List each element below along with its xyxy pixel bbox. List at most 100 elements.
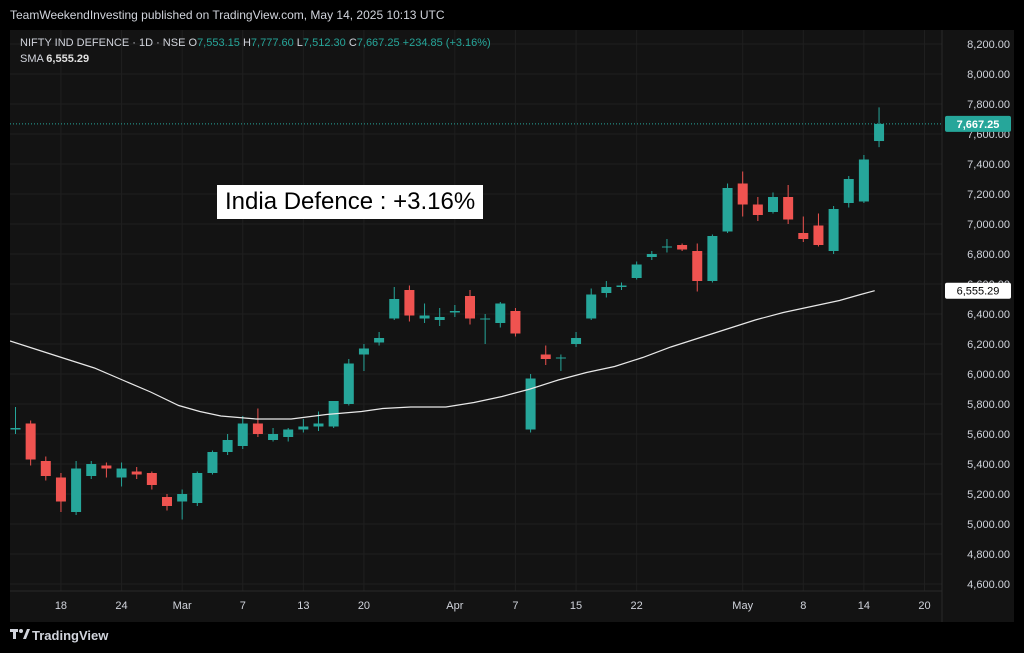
candle-body [677,245,688,250]
candle-up [358,344,369,371]
candle-down [737,171,748,217]
price-tick-label: 7,000.00 [967,219,1010,231]
candle-body [162,497,172,506]
candle-body [192,473,203,503]
candle-up [495,302,506,328]
candle-body [237,423,248,446]
low-label: L [296,37,303,49]
candlestick-chart[interactable]: 8,200.00 8,000.00 7,800.00 7,600.00 7,400.00… [10,30,1014,622]
candle-body [207,452,218,473]
candle-up [343,359,354,406]
candle-body [586,294,597,319]
candle-down [40,456,51,481]
candle-body [858,159,869,202]
time-tick-label: 22 [631,600,643,612]
candle-body [268,434,279,440]
candle-down [465,290,475,325]
candle-body [465,296,475,319]
candle-up [828,206,839,254]
price-tick-label: 5,000.00 [967,519,1010,531]
last-price-tag [945,115,1011,132]
price-tick-label: 5,200.00 [967,489,1010,501]
time-tick-label: Mar [173,600,192,612]
candle-down [752,197,763,221]
candle-body [631,264,642,278]
low-value: 7,512.30 [302,37,346,49]
candle-up [192,471,203,506]
candle-up [646,251,657,260]
time-tick-label: 15 [570,600,582,612]
candle-down [131,467,142,479]
candle-up [601,281,612,298]
candle-body [571,338,582,344]
candle-body [783,197,794,220]
candle-body [707,236,718,281]
candle-up [661,239,672,253]
chart-panel[interactable]: 8,200.00 8,000.00 7,800.00 7,600.00 7,400.00… [10,30,1014,622]
candle-down [540,345,551,365]
candle-body [86,464,97,476]
candle-body [343,363,354,404]
tradingview-brand: TradingView [32,628,109,643]
time-tick-label: May [732,600,753,612]
candle-body [510,311,521,334]
candle-body [10,428,21,430]
candle-body [283,429,294,437]
candle-up [434,308,445,326]
candle-down [692,243,703,292]
candle-up [10,407,21,434]
candle-down [404,285,415,322]
price-tick-label: 5,800.00 [967,399,1010,411]
sma-value: 6,555.29 [46,53,90,65]
candle-body [404,290,415,316]
candle-body [616,285,627,287]
candle-down [146,471,157,490]
candle-body [874,123,885,142]
last-price-label: 7,667.25 [957,119,1000,131]
candle-up [116,462,127,487]
tradingview-logo[interactable]: TradingView [10,626,108,646]
candle-body [752,204,763,215]
candle-up [843,176,854,208]
candle-body [313,423,324,427]
candle-up [177,489,188,520]
candle-down [25,420,36,466]
price-tick-label: 6,000.00 [967,369,1010,381]
candle-down [813,213,824,247]
ohlc-legend: NIFTY IND DEFENCE · 1D · NSE O7,553.15 H… [20,36,491,51]
candle-down [101,462,112,478]
candle-up [298,419,309,433]
candle-body [101,465,112,469]
high-label: H [242,37,251,49]
candle-up [207,450,218,475]
candle-body [389,299,400,319]
time-tick-label: 13 [297,600,309,612]
candle-body [692,251,703,281]
sma-line [10,290,875,420]
candle-body [40,461,51,476]
open-label: O [188,37,198,49]
candle-body [146,473,157,485]
candle-up [525,374,536,433]
candle-up [707,234,718,283]
candle-up [631,261,642,280]
price-tick-label: 6,200.00 [967,339,1010,351]
candle-up [268,428,279,442]
time-tick-label: 18 [55,600,67,612]
sma-legend: SMA 6,555.29 [20,52,89,67]
sma-price-label: 6,555.29 [957,286,1000,298]
price-tick-label: 7,800.00 [967,99,1010,111]
sma-label: SMA [20,53,44,65]
candle-up [722,183,733,233]
time-tick-label: Apr [446,600,463,612]
high-value: 7,777.60 [250,37,294,49]
tradingview-icon [10,626,32,646]
price-tick-label: 7,600.00 [967,129,1010,141]
price-tick-label: 5,600.00 [967,429,1010,441]
candle-body [661,246,672,248]
candles [10,107,885,520]
candle-body [722,188,733,232]
open-value: 7,553.15 [197,37,240,49]
candle-body [25,423,36,460]
symbol-label: NIFTY IND DEFENCE · 1D · NSE [20,37,186,49]
